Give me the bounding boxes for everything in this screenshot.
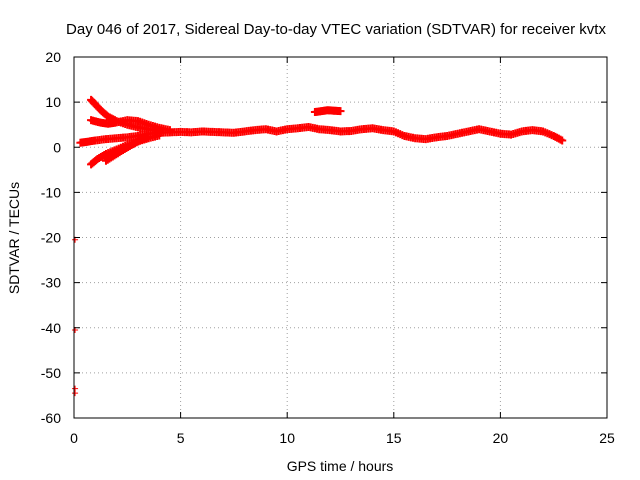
data-point (336, 107, 345, 116)
y-tick-label: -30 (41, 275, 61, 291)
y-tick-label: 10 (45, 94, 61, 110)
data-points (72, 95, 567, 397)
x-tick-label: 20 (493, 430, 509, 446)
x-tick-label: 25 (599, 430, 615, 446)
x-tick-label: 10 (279, 430, 295, 446)
y-tick-label: -60 (41, 410, 61, 426)
y-tick-label: -10 (41, 184, 61, 200)
y-axis-label: SDTVAR / TECUs (6, 182, 22, 294)
y-tick-label: -20 (41, 230, 61, 246)
y-tick-label: -50 (41, 365, 61, 381)
y-tick-label: 20 (45, 49, 61, 65)
data-point (558, 136, 567, 145)
grid (74, 57, 607, 418)
chart-title: Day 046 of 2017, Sidereal Day-to-day VTE… (66, 21, 606, 38)
x-tick-label: 5 (177, 430, 185, 446)
x-tick-label: 0 (70, 430, 78, 446)
y-tick-label: -40 (41, 320, 61, 336)
outlier-point (72, 390, 79, 397)
y-tick-label: 0 (53, 139, 61, 155)
x-axis-label: GPS time / hours (287, 458, 394, 474)
axis-ticks: 0 5 10 15 20 25 20 10 0 -10 -20 -30 -40 -50 -60 (41, 49, 615, 446)
x-tick-label: 15 (386, 430, 402, 446)
data-point (155, 131, 164, 140)
data-point (144, 132, 153, 141)
data-point (165, 126, 174, 135)
